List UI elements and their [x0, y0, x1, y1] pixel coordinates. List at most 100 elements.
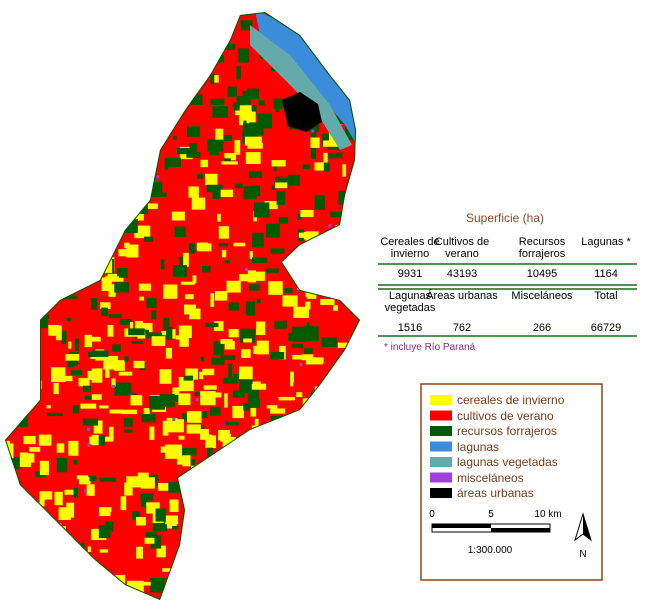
- map-patch: [271, 185, 277, 190]
- map-patch: [186, 152, 201, 158]
- map-patch: [104, 366, 113, 370]
- map-patch: [257, 482, 265, 498]
- map-patch: [334, 27, 348, 37]
- map-patch: [39, 55, 45, 61]
- map-patch: [168, 482, 181, 493]
- map-patch: [186, 126, 200, 137]
- map-patch: [227, 491, 233, 506]
- map-patch: [177, 456, 191, 465]
- map-patch: [248, 171, 262, 179]
- map-patch: [89, 565, 101, 575]
- map-patch: [13, 184, 25, 194]
- map-patch: [103, 436, 114, 442]
- map-patch: [186, 411, 202, 423]
- map-patch: [119, 92, 130, 101]
- map-patch: [301, 354, 314, 361]
- map-patch: [87, 546, 92, 553]
- map-patch: [290, 592, 303, 600]
- map-patch: [70, 370, 83, 376]
- map-patch: [210, 98, 225, 106]
- map-patch: [220, 134, 232, 141]
- map-patch: [243, 378, 249, 394]
- map-patch: [215, 597, 224, 600]
- map-patch: [228, 363, 233, 378]
- map-patch: [308, 539, 322, 549]
- map-patch: [345, 541, 360, 552]
- map-patch: [251, 257, 268, 263]
- map-patch: [24, 159, 33, 168]
- map-patch: [164, 158, 169, 170]
- map-patch: [87, 107, 100, 123]
- map-patch: [56, 443, 65, 453]
- map-patch: [53, 231, 63, 238]
- map-patch: [316, 503, 326, 512]
- map-patch: [333, 595, 346, 600]
- map-patch: [78, 477, 91, 485]
- map-patch: [330, 439, 343, 453]
- map-patch: [248, 483, 254, 490]
- map-patch: [66, 502, 75, 518]
- map-patch: [217, 55, 224, 63]
- map-patch: [64, 489, 74, 495]
- map-patch: [6, 335, 20, 342]
- map-patch: [240, 588, 247, 592]
- map-patch: [139, 129, 157, 138]
- map-patch: [5, 37, 15, 50]
- map-patch: [320, 438, 324, 448]
- map-patch: [259, 468, 274, 474]
- map-patch: [141, 499, 148, 507]
- map-patch: [322, 474, 335, 481]
- map-patch: [121, 165, 132, 178]
- map-patch: [148, 332, 163, 338]
- map-patch: [332, 551, 339, 559]
- map-patch: [125, 591, 138, 600]
- map-patch: [251, 105, 257, 116]
- map-patch: [183, 488, 190, 503]
- map-patch: [239, 274, 250, 282]
- map-patch: [34, 131, 51, 139]
- map-patch: [180, 447, 197, 456]
- map-patch: [122, 123, 135, 128]
- map-patch: [223, 377, 238, 384]
- map-patch: [73, 487, 79, 498]
- map-patch: [23, 435, 36, 445]
- map-patch: [323, 50, 334, 60]
- map-patch: [291, 423, 298, 435]
- map-patch: [5, 373, 16, 384]
- map-patch: [99, 585, 104, 597]
- map-patch: [359, 467, 360, 482]
- map-patch: [132, 511, 140, 520]
- legend-swatch: [430, 426, 452, 436]
- map-patch: [40, 76, 58, 80]
- map-patch: [17, 279, 27, 295]
- map-patch: [271, 160, 286, 167]
- map-patch: [282, 92, 322, 132]
- map-patch: [288, 440, 294, 456]
- legend-label: cultivos de verano: [457, 408, 554, 423]
- map-patch: [160, 99, 174, 109]
- map-patch: [192, 465, 199, 479]
- scale-bar: [432, 524, 491, 528]
- map-patch: [332, 466, 347, 475]
- map-patch: [247, 142, 263, 149]
- map-patch: [270, 408, 286, 414]
- map-patch: [127, 206, 134, 218]
- map-patch: [290, 371, 294, 383]
- map-patch: [290, 544, 298, 551]
- map-patch: [162, 420, 169, 436]
- map-patch: [191, 504, 198, 511]
- map-patch: [42, 249, 60, 257]
- map-patch: [34, 595, 48, 600]
- map-patch: [347, 498, 355, 511]
- map-patch: [304, 536, 309, 544]
- map-patch: [66, 317, 72, 322]
- map-patch: [270, 436, 281, 447]
- map-patch: [325, 451, 331, 466]
- map-patch: [245, 457, 258, 471]
- map-patch: [328, 152, 343, 159]
- legend-label: áreas urbanas: [457, 486, 534, 500]
- map-patch: [117, 121, 122, 126]
- map-patch: [266, 482, 280, 497]
- map-patch: [53, 233, 59, 244]
- map-patch: [166, 326, 174, 340]
